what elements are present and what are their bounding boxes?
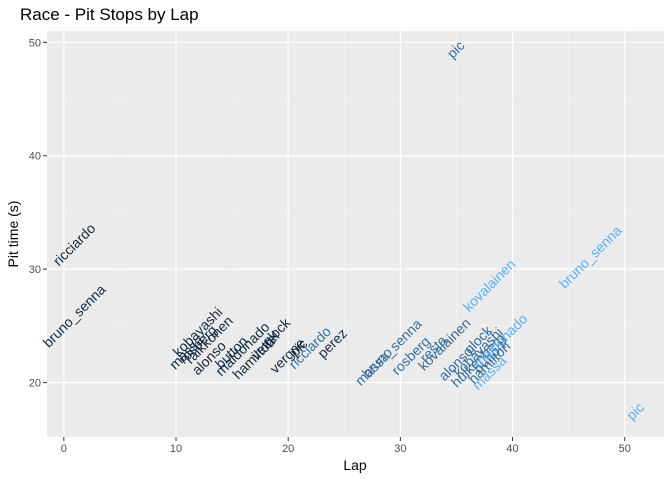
major-gridlines [47, 31, 664, 437]
x-tick-label: 50 [619, 443, 631, 455]
x-tick-label: 30 [394, 443, 406, 455]
y-tick-label: 20 [29, 378, 41, 390]
y-axis-ticks: 20 30 40 50 [29, 37, 47, 390]
plot-panel [47, 31, 664, 437]
x-axis-ticks: 0 10 20 30 40 50 [61, 437, 631, 455]
y-tick-label: 40 [29, 151, 41, 163]
y-tick-label: 50 [29, 37, 41, 49]
x-tick-label: 10 [170, 443, 182, 455]
x-tick-label: 0 [61, 443, 67, 455]
chart-title: Race - Pit Stops by Lap [20, 5, 199, 24]
minor-gridlines [47, 31, 664, 437]
x-axis-title: Lap [343, 457, 367, 473]
y-tick-label: 30 [29, 264, 41, 276]
y-axis-title: Pit time (s) [5, 201, 21, 268]
x-tick-label: 20 [282, 443, 294, 455]
x-tick-label: 40 [506, 443, 518, 455]
